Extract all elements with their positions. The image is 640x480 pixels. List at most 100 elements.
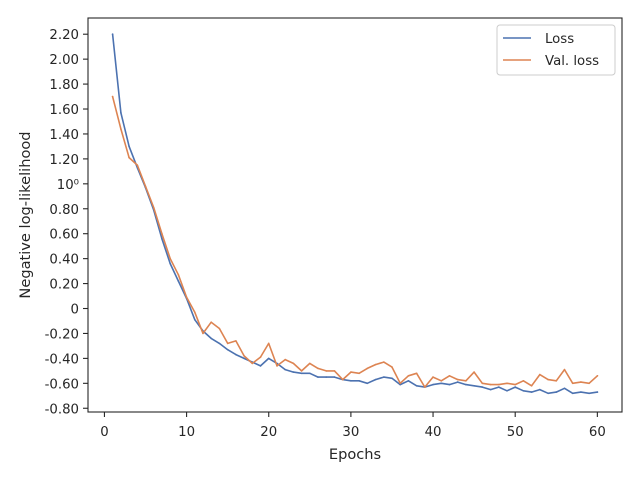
data-point-loss [383, 376, 385, 378]
data-point-val-loss [243, 355, 245, 357]
legend: Loss Val. loss [496, 24, 616, 76]
data-point-loss [169, 262, 171, 265]
data-point-val-loss [235, 340, 237, 342]
plot-frame [87, 17, 623, 413]
data-point-loss [465, 383, 467, 386]
data-point-loss [317, 376, 319, 378]
y-tick-label: -0.80 [45, 402, 79, 417]
data-point-loss [243, 357, 245, 360]
x-axis-label: Epochs [329, 446, 381, 463]
x-axis-ticks: 0 10 20 30 40 50 60 [100, 412, 606, 440]
data-point-val-loss [226, 342, 229, 345]
data-point-loss [539, 388, 541, 391]
data-point-loss [325, 376, 328, 378]
data-point-loss [300, 372, 303, 375]
x-tick-label: 60 [589, 425, 606, 440]
y-tick-label: -0.40 [45, 352, 79, 367]
y-tick-label: 1.60 [49, 103, 79, 118]
data-point-loss [111, 33, 114, 35]
data-point-val-loss [407, 375, 410, 377]
data-point-loss [374, 378, 377, 381]
y-axis-label: Negative log-likelihood [17, 131, 34, 298]
data-point-val-loss [432, 376, 434, 378]
x-tick-label: 10 [178, 425, 195, 440]
data-point-loss [350, 380, 352, 382]
data-point-val-loss [350, 371, 352, 373]
data-point-loss [415, 385, 418, 387]
x-tick-label: 50 [507, 425, 524, 440]
data-point-loss [366, 382, 369, 385]
data-point-val-loss [506, 382, 508, 385]
data-point-val-loss [489, 383, 492, 386]
data-point-loss [596, 391, 599, 393]
data-point-loss [514, 386, 516, 388]
x-tick-label: 0 [100, 425, 108, 440]
data-point-val-loss [185, 296, 188, 299]
data-point-loss [432, 383, 434, 386]
data-point-val-loss [465, 380, 467, 382]
data-point-val-loss [325, 370, 328, 372]
data-point-val-loss [292, 362, 295, 365]
data-point-val-loss [530, 385, 533, 387]
data-point-loss [563, 387, 566, 390]
legend-label-val-loss: Val. loss [545, 54, 599, 69]
data-point-loss [259, 365, 262, 367]
data-point-val-loss [596, 375, 599, 377]
y-tick-label: 1.20 [49, 153, 79, 168]
data-point-loss [120, 112, 122, 114]
y-tick-label: 0.40 [49, 253, 79, 268]
data-point-loss [555, 391, 558, 393]
data-point-loss [571, 392, 574, 395]
data-point-val-loss [588, 382, 590, 385]
data-point-val-loss [120, 128, 122, 130]
data-point-val-loss [128, 156, 130, 159]
data-point-loss [218, 342, 221, 345]
data-point-loss [522, 390, 525, 392]
data-point-val-loss [391, 366, 393, 368]
data-point-val-loss [415, 372, 418, 375]
data-point-val-loss [473, 371, 475, 373]
data-point-val-loss [333, 370, 336, 372]
data-point-val-loss [161, 232, 163, 235]
data-point-val-loss [539, 373, 541, 376]
x-tick-label: 30 [342, 425, 359, 440]
data-point-loss [210, 337, 212, 340]
data-point-val-loss [522, 380, 525, 382]
y-tick-label: 0.80 [49, 203, 79, 218]
data-point-val-loss [284, 358, 287, 361]
data-point-val-loss [259, 356, 262, 358]
data-point-val-loss [547, 378, 549, 381]
series-layer [111, 33, 599, 395]
data-point-val-loss [300, 370, 303, 372]
data-point-loss [391, 377, 393, 380]
data-point-loss [128, 145, 130, 148]
data-point-val-loss [514, 383, 516, 386]
data-point-loss [448, 383, 451, 386]
data-point-loss [194, 318, 196, 321]
series-line-loss [111, 33, 599, 395]
data-point-loss [177, 280, 180, 282]
data-point-val-loss [309, 362, 311, 365]
data-point-loss [226, 348, 229, 351]
data-point-val-loss [202, 332, 204, 335]
legend-label-loss: Loss [545, 32, 574, 47]
data-point-val-loss [267, 342, 270, 345]
data-point-loss [333, 376, 336, 378]
data-point-val-loss [580, 381, 582, 383]
data-point-val-loss [555, 380, 558, 382]
data-point-loss [399, 383, 402, 386]
data-point-val-loss [571, 382, 574, 385]
data-point-val-loss [218, 327, 221, 330]
data-point-val-loss [358, 372, 360, 375]
y-tick-label: 1.80 [49, 78, 79, 93]
data-point-val-loss [251, 362, 254, 365]
data-point-val-loss [144, 185, 147, 188]
data-point-loss [588, 392, 590, 395]
y-tick-label: 0.20 [49, 278, 79, 293]
data-point-val-loss [424, 386, 426, 388]
data-point-val-loss [440, 380, 443, 382]
data-point-val-loss [152, 206, 155, 209]
data-point-val-loss [374, 363, 377, 366]
x-tick-label: 20 [260, 425, 277, 440]
data-point-val-loss [194, 311, 196, 314]
